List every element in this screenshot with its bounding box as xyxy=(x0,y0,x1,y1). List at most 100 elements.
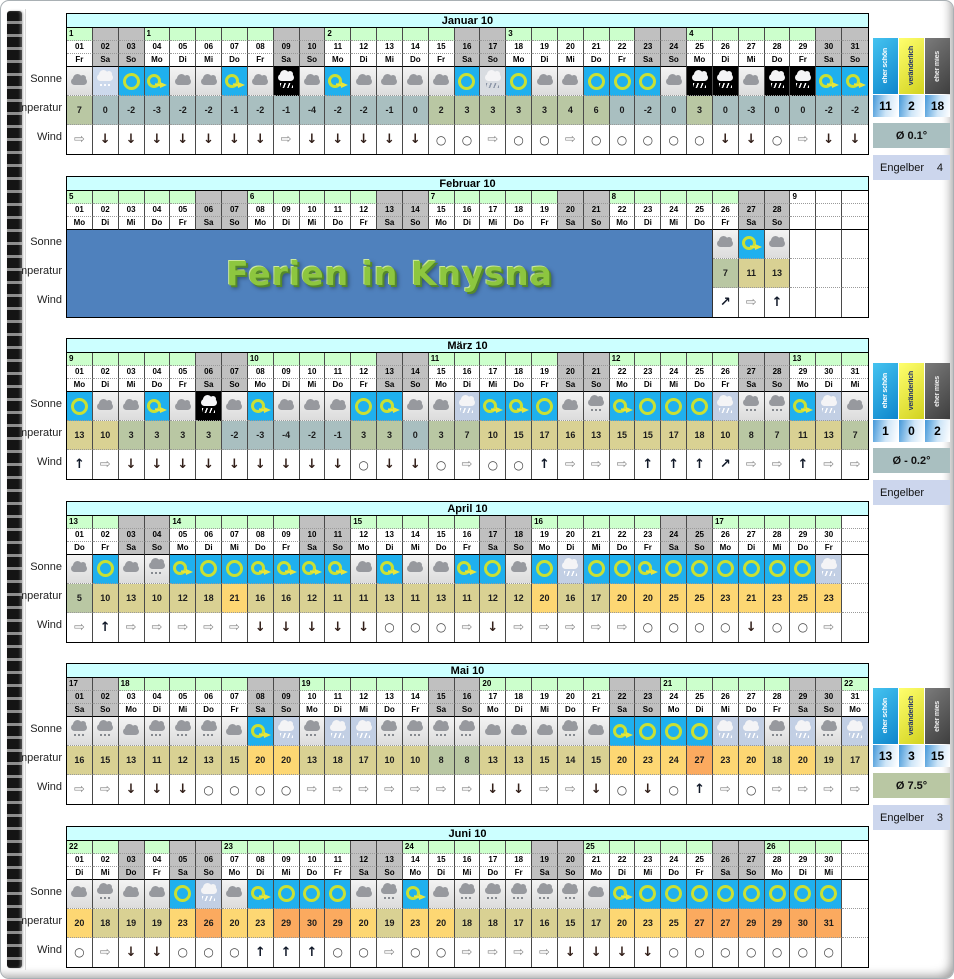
temperature-cell[interactable]: 23 xyxy=(635,746,662,775)
week-number-cell[interactable] xyxy=(273,353,300,366)
temperature-cell[interactable]: 0 xyxy=(402,421,429,450)
week-number-cell[interactable] xyxy=(118,515,145,529)
weather-cell[interactable] xyxy=(299,879,326,909)
wind-cell[interactable]: ↓ xyxy=(480,775,507,804)
temperature-cell[interactable]: 13 xyxy=(377,583,403,613)
wind-cell[interactable]: ↓ xyxy=(325,612,352,642)
day-name-cell[interactable]: Fr xyxy=(454,541,481,555)
week-number-cell[interactable] xyxy=(402,190,429,204)
weather-cell[interactable] xyxy=(816,229,843,259)
day-name-cell[interactable]: Do xyxy=(506,216,533,230)
day-name-cell[interactable]: Sa xyxy=(712,866,739,880)
wind-cell[interactable]: ○ xyxy=(402,937,429,967)
weather-cell[interactable] xyxy=(764,717,791,746)
temperature-cell[interactable]: 10 xyxy=(712,421,739,450)
weather-cell[interactable] xyxy=(428,554,455,584)
day-number-cell[interactable]: 22 xyxy=(609,691,636,704)
day-name-cell[interactable]: Di xyxy=(454,216,481,230)
day-name-cell[interactable]: Fr xyxy=(247,54,274,67)
wind-cell[interactable]: ↑ xyxy=(661,450,688,479)
weather-cell[interactable] xyxy=(635,879,662,909)
day-name-cell[interactable]: Mo xyxy=(842,704,868,717)
day-name-cell[interactable]: Mi xyxy=(402,541,429,555)
weather-cell[interactable] xyxy=(480,717,507,746)
week-number-cell[interactable] xyxy=(428,840,455,854)
day-number-cell[interactable]: 20 xyxy=(557,366,584,379)
week-number-cell[interactable] xyxy=(816,515,843,529)
temperature-cell[interactable]: -2 xyxy=(325,96,352,125)
day-number-cell[interactable]: 31 xyxy=(842,366,868,379)
temperature-cell[interactable]: 29 xyxy=(273,908,300,938)
week-number-cell[interactable] xyxy=(635,190,662,204)
day-name-cell[interactable]: Di xyxy=(247,866,274,880)
day-name-cell[interactable]: Mo xyxy=(687,54,713,67)
temperature-cell[interactable]: 17 xyxy=(351,746,378,775)
day-name-cell[interactable]: So xyxy=(635,704,662,717)
wind-cell[interactable]: ○ xyxy=(67,937,93,967)
day-name-cell[interactable]: So xyxy=(402,379,429,392)
week-number-cell[interactable] xyxy=(712,28,739,41)
day-number-cell[interactable]: 27 xyxy=(738,528,765,542)
day-number-cell[interactable]: 24 xyxy=(661,366,688,379)
week-number-cell[interactable] xyxy=(790,840,817,854)
day-number-cell[interactable]: 09 xyxy=(273,366,300,379)
week-number-cell[interactable] xyxy=(196,840,223,854)
temperature-cell[interactable]: -1 xyxy=(222,96,248,125)
day-name-cell[interactable]: Fr xyxy=(687,866,713,880)
day-number-cell[interactable] xyxy=(842,853,868,867)
temperature-cell[interactable]: -1 xyxy=(325,421,352,450)
day-number-cell[interactable]: 14 xyxy=(402,853,429,867)
week-number-cell[interactable] xyxy=(532,840,558,854)
day-number-cell[interactable]: 14 xyxy=(402,528,429,542)
wind-cell[interactable]: ↓ xyxy=(480,612,507,642)
day-number-cell[interactable]: 07 xyxy=(222,366,248,379)
week-number-cell[interactable] xyxy=(351,28,378,41)
day-name-cell[interactable]: Di xyxy=(92,216,119,230)
weather-cell[interactable] xyxy=(273,67,300,96)
day-number-cell[interactable]: 15 xyxy=(428,366,455,379)
day-name-cell[interactable]: Mo xyxy=(712,541,739,555)
wind-cell[interactable]: ○ xyxy=(687,937,713,967)
week-number-cell[interactable] xyxy=(635,353,662,366)
weather-cell[interactable] xyxy=(583,67,610,96)
temperature-cell[interactable]: 26 xyxy=(196,908,223,938)
day-number-cell[interactable]: 18 xyxy=(506,691,533,704)
day-name-cell[interactable]: So xyxy=(454,704,481,717)
temperature-cell[interactable]: 18 xyxy=(196,583,223,613)
wind-cell[interactable]: ⇨ xyxy=(480,125,507,154)
day-name-cell[interactable]: Di xyxy=(712,54,739,67)
temperature-cell[interactable]: 3 xyxy=(144,421,171,450)
day-name-cell[interactable]: Di xyxy=(273,216,300,230)
week-number-cell[interactable] xyxy=(299,190,326,204)
wind-cell[interactable]: ○ xyxy=(428,937,455,967)
week-number-cell[interactable] xyxy=(842,840,868,854)
day-number-cell[interactable]: 06 xyxy=(196,366,223,379)
week-number-cell[interactable]: 7 xyxy=(428,190,455,204)
day-name-cell[interactable]: Mo xyxy=(402,866,429,880)
wind-cell[interactable]: ↑ xyxy=(764,287,791,317)
temperature-cell[interactable]: 20 xyxy=(609,583,636,613)
day-number-cell[interactable]: 12 xyxy=(351,203,378,217)
weather-cell[interactable] xyxy=(738,67,765,96)
day-name-cell[interactable]: Di xyxy=(144,704,171,717)
week-number-cell[interactable] xyxy=(816,353,843,366)
week-number-cell[interactable]: 22 xyxy=(842,678,868,691)
wind-cell[interactable]: ○ xyxy=(247,775,274,804)
temperature-cell[interactable]: 23 xyxy=(712,746,739,775)
wind-cell[interactable]: ⇨ xyxy=(712,775,739,804)
temperature-cell[interactable]: 12 xyxy=(170,583,197,613)
day-name-cell[interactable]: Sa xyxy=(67,704,93,717)
wind-cell[interactable]: ⇨ xyxy=(273,125,300,154)
day-name-cell[interactable]: Do xyxy=(687,379,713,392)
temperature-cell[interactable]: 10 xyxy=(92,421,119,450)
day-number-cell[interactable]: 01 xyxy=(67,41,93,54)
weather-cell[interactable] xyxy=(583,879,610,909)
weather-cell[interactable] xyxy=(402,554,429,584)
wind-cell[interactable]: ↓ xyxy=(351,612,378,642)
wind-cell[interactable]: ○ xyxy=(377,612,403,642)
week-number-cell[interactable]: 12 xyxy=(609,353,636,366)
temperature-cell[interactable]: 7 xyxy=(712,258,739,288)
week-number-cell[interactable] xyxy=(377,515,403,529)
temperature-cell[interactable]: -2 xyxy=(635,96,662,125)
temperature-cell[interactable]: 21 xyxy=(738,583,765,613)
